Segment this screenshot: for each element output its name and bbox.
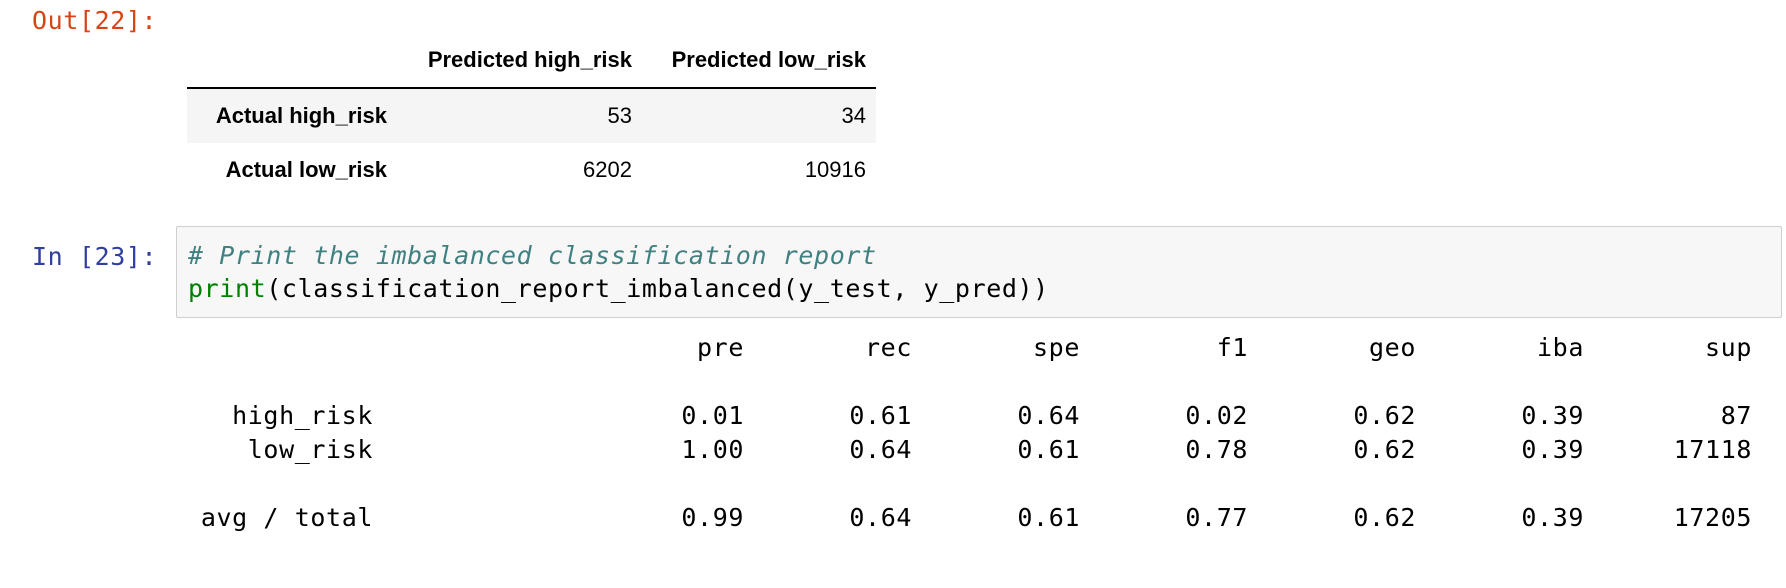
report-value: 0.62 [1353,503,1416,532]
report-row-label: high_risk [232,401,373,430]
code-input-cell[interactable]: # Print the imbalanced classification re… [176,226,1782,318]
report-value: 17205 [1673,503,1752,532]
table-row: Actual low_risk 6202 10916 [187,143,876,197]
report-value: 0.02 [1185,401,1248,430]
report-value: 0.39 [1521,401,1584,430]
code-line-print: print(classification_report_imbalanced(y… [188,274,1049,303]
table-row: Actual high_risk 53 34 [187,88,876,143]
report-value: 0.61 [1017,503,1080,532]
report-value: 0.62 [1353,401,1416,430]
confusion-matrix-table: Predicted high_risk Predicted low_risk A… [187,36,876,197]
report-row-label: avg / total [200,503,373,532]
code-line-comment: # Print the imbalanced classification re… [188,241,877,270]
input-prompt: In [23]: [32,242,158,271]
report-header: geo [1369,333,1416,362]
code-call: (classification_report_imbalanced(y_test… [266,274,1049,303]
table-header-row: Predicted high_risk Predicted low_risk [187,36,876,89]
report-header: f1 [1216,333,1248,362]
report-value: 0.64 [849,503,912,532]
report-value: 0.99 [681,503,744,532]
report-value: 87 [1720,401,1752,430]
report-value: 0.01 [681,401,744,430]
report-header: iba [1537,333,1584,362]
row-header: Actual low_risk [225,157,387,182]
row-header: Actual high_risk [215,103,387,128]
code-builtin-print: print [188,274,267,303]
report-value: 1.00 [681,435,744,464]
report-header: spe [1033,333,1080,362]
report-value: 0.78 [1185,435,1248,464]
report-value: 0.61 [1017,435,1080,464]
report-header: pre [697,333,744,362]
report-value: 0.77 [1185,503,1248,532]
column-header: Predicted high_risk [397,36,642,89]
table-cell: 53 [607,103,632,128]
report-value: 0.64 [1017,401,1080,430]
table-cell: 10916 [804,157,866,182]
report-header: rec [865,333,912,362]
table-corner-cell [187,36,397,89]
report-row-label: low_risk [247,435,373,464]
report-value: 0.64 [849,435,912,464]
column-header: Predicted low_risk [642,36,876,89]
table-cell: 34 [841,103,866,128]
code-comment: # Print the imbalanced classification re… [188,241,877,270]
table-cell: 6202 [583,157,632,182]
output-prompt: Out[22]: [32,6,158,35]
report-value: 0.39 [1521,435,1584,464]
report-value: 0.62 [1353,435,1416,464]
report-header: sup [1705,333,1752,362]
report-value: 17118 [1673,435,1752,464]
report-value: 0.39 [1521,503,1584,532]
report-value: 0.61 [849,401,912,430]
